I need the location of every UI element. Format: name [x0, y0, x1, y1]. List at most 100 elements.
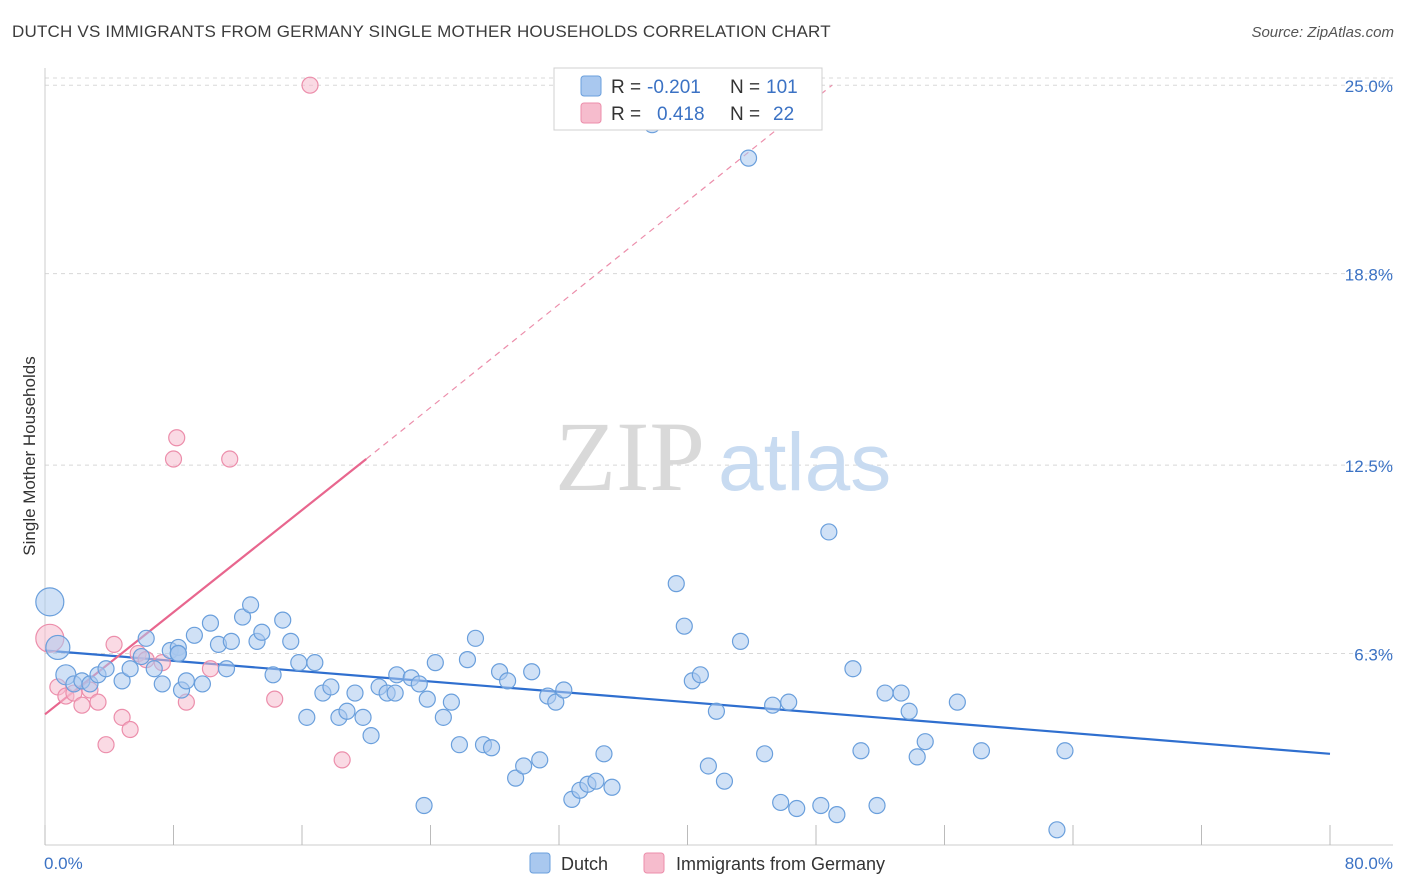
data-point-dutch	[222, 632, 240, 650]
data-point-germany	[89, 693, 107, 711]
chart-source: Source: ZipAtlas.com	[1251, 24, 1394, 41]
data-point-dutch	[193, 675, 212, 693]
bottom-legend-swatch-germany	[643, 852, 665, 874]
data-point-dutch	[282, 632, 300, 650]
data-point-dutch	[900, 702, 918, 720]
data-point-dutch	[388, 666, 406, 684]
data-point-dutch	[844, 660, 862, 678]
data-point-dutch	[145, 660, 163, 678]
bottom-legend-label-germany: Immigrants from Germany	[676, 854, 885, 874]
data-point-dutch	[298, 708, 316, 726]
data-point-dutch	[113, 672, 131, 690]
grid-layer	[45, 77, 1393, 655]
watermark-zip: ZIP	[555, 401, 705, 512]
data-point-germany	[301, 76, 319, 94]
data-point-dutch	[916, 733, 934, 751]
data-point-dutch	[217, 660, 236, 678]
data-point-dutch	[828, 806, 846, 824]
data-point-dutch	[482, 739, 501, 757]
data-point-germany	[97, 736, 115, 754]
legend-swatch-dutch	[580, 75, 602, 97]
legend-r-label-germany: R =	[611, 104, 641, 125]
data-point-dutch	[458, 651, 477, 669]
legend-r-value-germany: 0.418	[657, 104, 705, 125]
bottom-legend-swatch-dutch	[529, 852, 551, 874]
data-point-dutch	[772, 793, 790, 812]
data-point-dutch	[699, 757, 717, 775]
watermark-atlas: atlas	[718, 417, 891, 508]
data-point-dutch	[386, 684, 404, 702]
data-point-dutch	[876, 684, 894, 702]
y-tick-label: 6.3%	[1354, 646, 1393, 665]
data-point-dutch	[169, 644, 187, 663]
data-point-dutch	[755, 745, 774, 763]
bottom-legend: Dutch Immigrants from Germany	[529, 852, 885, 874]
data-point-dutch	[201, 614, 220, 632]
x-tick-label-max: 80.0%	[1345, 854, 1393, 873]
data-point-germany	[333, 751, 351, 769]
legend-n-label-germany: N =	[730, 104, 760, 125]
data-point-dutch	[121, 660, 139, 678]
data-point-dutch	[45, 634, 71, 661]
data-point-dutch	[523, 663, 541, 681]
data-point-dutch	[253, 623, 271, 641]
y-axis-title: Single Mother Households	[20, 356, 39, 555]
legend-r-value-dutch: -0.201	[647, 77, 701, 98]
data-point-dutch	[434, 708, 452, 726]
data-point-dutch	[948, 693, 966, 711]
data-point-dutch	[691, 666, 709, 684]
trendline-dutch	[44, 649, 1331, 755]
data-point-dutch	[466, 629, 485, 647]
data-point-dutch	[1048, 821, 1066, 839]
legend-swatch-germany	[580, 102, 602, 124]
data-point-dutch	[499, 672, 517, 690]
data-point-dutch	[274, 611, 292, 629]
data-point-dutch	[35, 587, 65, 617]
data-point-dutch	[153, 675, 171, 693]
data-point-dutch	[780, 693, 798, 711]
data-point-dutch	[812, 796, 830, 815]
data-point-dutch	[418, 690, 436, 708]
data-point-dutch	[306, 654, 324, 672]
y-tick-label: 18.8%	[1345, 266, 1393, 285]
data-point-dutch	[868, 796, 886, 815]
data-point-dutch	[892, 684, 910, 702]
data-point-dutch	[177, 672, 195, 690]
data-point-dutch	[242, 596, 260, 614]
data-point-germany	[121, 720, 139, 739]
data-point-dutch	[185, 626, 203, 644]
data-point-germany	[113, 708, 131, 726]
y-tick-labels: 6.3% 12.5% 18.8% 25.0%	[1345, 77, 1393, 664]
data-point-dutch	[675, 617, 693, 635]
data-point-dutch	[788, 799, 806, 818]
data-point-germany	[221, 450, 239, 468]
data-point-dutch	[346, 684, 364, 702]
data-point-dutch	[362, 726, 380, 745]
data-point-dutch	[450, 736, 469, 754]
data-point-dutch	[820, 523, 838, 541]
data-point-dutch	[233, 608, 252, 626]
axis-layer	[44, 68, 1393, 846]
data-point-dutch	[507, 769, 525, 787]
data-point-dutch	[338, 702, 356, 720]
data-point-dutch	[764, 696, 782, 714]
data-point-dutch	[707, 702, 726, 720]
watermark: ZIP atlas	[555, 401, 891, 512]
data-point-dutch	[132, 647, 150, 666]
data-point-dutch	[290, 654, 308, 672]
bottom-legend-label-dutch: Dutch	[561, 854, 608, 874]
data-point-germany	[164, 450, 183, 468]
data-point-dutch	[531, 751, 549, 769]
y-tick-label: 12.5%	[1345, 457, 1393, 476]
data-point-dutch	[515, 757, 533, 775]
data-point-dutch	[264, 666, 282, 684]
data-point-dutch	[908, 748, 926, 766]
data-point-germany	[266, 690, 284, 708]
data-point-dutch	[972, 742, 991, 760]
legend: R = -0.201 N = 101 R = 0.418 N = 22	[553, 67, 823, 131]
x-tick-label-min: 0.0%	[44, 854, 83, 873]
legend-r-label-dutch: R =	[611, 77, 641, 98]
data-point-dutch	[587, 772, 605, 790]
data-point-dutch	[739, 149, 758, 167]
